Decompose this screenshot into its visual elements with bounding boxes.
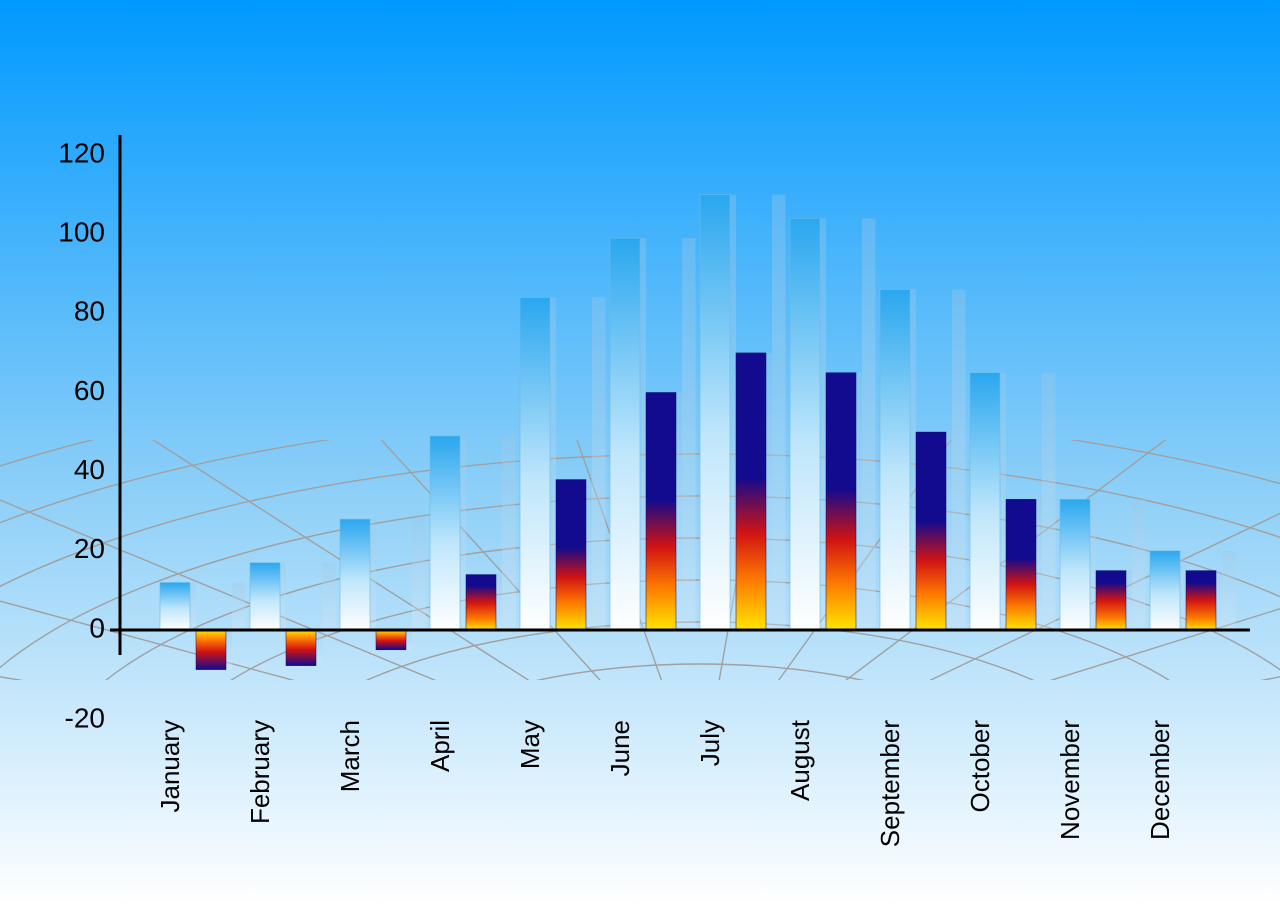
month-label: January <box>155 720 185 813</box>
month-label: October <box>965 720 995 813</box>
primary-bar <box>1150 551 1180 630</box>
secondary-bar <box>1096 571 1126 630</box>
month-label: September <box>875 720 905 848</box>
primary-bar <box>880 290 910 630</box>
y-tick-label: -20 <box>65 702 105 733</box>
primary-bar <box>250 563 280 630</box>
secondary-bar <box>466 575 496 630</box>
primary-bar <box>520 298 550 631</box>
secondary-bar <box>196 630 226 670</box>
y-tick-label: 20 <box>74 533 105 564</box>
month-label: August <box>785 719 815 801</box>
month-label: November <box>1055 720 1085 840</box>
month-label: March <box>335 720 365 792</box>
primary-bar <box>430 436 460 630</box>
primary-bar <box>970 373 1000 630</box>
month-label: May <box>515 720 545 769</box>
month-label: April <box>425 720 455 772</box>
primary-bar <box>340 519 370 630</box>
month-label: December <box>1145 720 1175 840</box>
secondary-bar <box>376 630 406 650</box>
secondary-bar <box>646 393 676 631</box>
secondary-bar <box>1006 499 1036 630</box>
y-tick-label: 60 <box>74 375 105 406</box>
primary-bar <box>1060 499 1090 630</box>
y-tick-label: 0 <box>89 612 105 643</box>
month-label: July <box>695 720 725 766</box>
secondary-bar <box>736 353 766 630</box>
y-tick-label: 40 <box>74 454 105 485</box>
secondary-bar <box>916 432 946 630</box>
primary-bar <box>160 583 190 631</box>
primary-bar <box>610 238 640 630</box>
y-tick-label: 120 <box>58 137 105 168</box>
month-label: June <box>605 720 635 776</box>
chart-container: -20 0 20 40 60 80 100 120 January February March A… <box>0 0 1280 905</box>
y-tick-label: 100 <box>58 217 105 248</box>
primary-bar <box>700 195 730 630</box>
secondary-bar <box>556 480 586 630</box>
month-label: February <box>245 720 275 824</box>
y-tick-label: 80 <box>74 296 105 327</box>
primary-bar <box>790 218 820 630</box>
monthly-bar-chart: -20 0 20 40 60 80 100 120 January February March A… <box>0 0 1280 905</box>
secondary-bar <box>826 373 856 630</box>
secondary-bar <box>286 630 316 666</box>
secondary-bar <box>1186 571 1216 630</box>
